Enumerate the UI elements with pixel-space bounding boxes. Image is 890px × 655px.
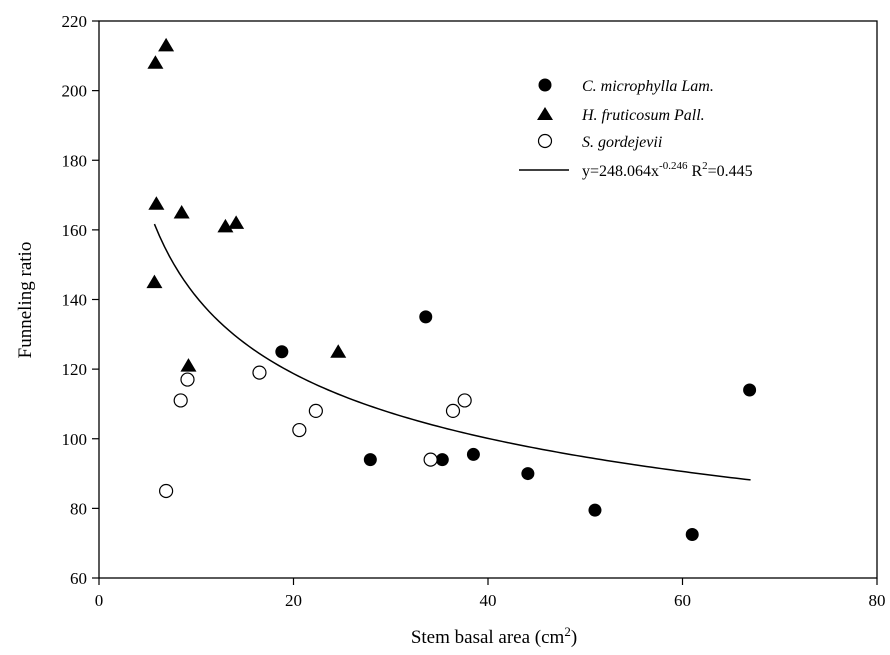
point-series1-3 [173,204,190,219]
fit-label-r2-value: =0.445 [708,163,753,180]
legend-label-c-microphylla: C. microphylla Lam. [582,78,714,95]
point-series2-3 [252,365,267,380]
legend-label-h-fruticosum: H. fruticosum Pall. [581,107,705,124]
point-series2-7 [445,403,461,418]
y-tick-label-60: 60 [70,569,87,588]
point-series1-6 [146,274,163,289]
plot-frame [98,20,878,579]
point-series0-0 [275,345,289,359]
point-series1-5 [228,215,245,229]
point-series0-2 [419,310,433,324]
point-series2-5 [308,403,323,418]
point-series2-0 [159,483,174,499]
legend-label-fit: y=248.064x-0.246 R2=0.445 [582,160,753,180]
fit-label-prefix: y=248.064x [582,163,659,180]
point-series0-3 [435,453,449,467]
axes [98,20,878,579]
x-tick-label-40: 40 [480,591,497,610]
fit-curve [153,223,751,481]
legend-label-s-gordejevii: S. gordejevii [582,134,662,151]
point-series2-6 [423,452,438,467]
point-series2-8 [457,393,472,408]
point-series1-2 [148,196,165,210]
legend-marker-h-fruticosum [537,107,553,120]
y-tick-label-220: 220 [62,12,88,31]
point-series2-2 [180,372,195,387]
point-series1-8 [330,344,347,358]
point-series0-6 [588,503,602,517]
point-series2-1 [173,393,188,408]
point-series2-4 [292,422,307,438]
point-series0-7 [685,527,699,541]
y-axis-title: Funneling ratio [15,242,36,359]
x-axis-title-main: Stem basal area (cm [411,627,565,648]
x-axis-title: Stem basal area (cm2) [411,624,577,648]
point-series0-1 [363,453,377,467]
point-series1-1 [158,37,175,52]
data-points [146,37,757,541]
fit-label-r: R [687,163,702,180]
point-series0-8 [743,383,757,397]
y-tick-label-120: 120 [62,360,88,379]
fit-label-exponent: -0.246 [659,160,688,172]
legend: C. microphylla Lam. H. fruticosum Pall. … [519,78,753,180]
fit-curve-group [153,223,751,481]
x-tick-label-20: 20 [285,591,302,610]
x-axis-title-sup: 2 [564,624,571,639]
x-tick-label-60: 60 [674,591,691,610]
y-tick-label-160: 160 [62,221,88,240]
x-tick-label-80: 80 [869,591,886,610]
y-tick-label-200: 200 [62,82,88,101]
x-tick-label-0: 0 [95,591,104,610]
fit-label-r2-sup: 2 [702,160,708,172]
point-series0-5 [521,467,535,481]
point-series1-7 [180,358,197,372]
legend-marker-c-microphylla [538,78,552,92]
y-tick-label-100: 100 [62,430,88,449]
point-series0-4 [466,447,480,461]
point-series1-4 [217,218,234,233]
point-series1-0 [147,55,164,69]
ticks: 0 20 40 60 80 60 80 100 120 140 160 180 200 220 [62,12,886,610]
x-axis-title-suffix: ) [571,627,577,648]
y-tick-label-140: 140 [62,291,88,310]
y-tick-label-180: 180 [62,151,88,170]
legend-marker-s-gordejevii [537,133,553,149]
y-tick-label-80: 80 [70,499,87,518]
